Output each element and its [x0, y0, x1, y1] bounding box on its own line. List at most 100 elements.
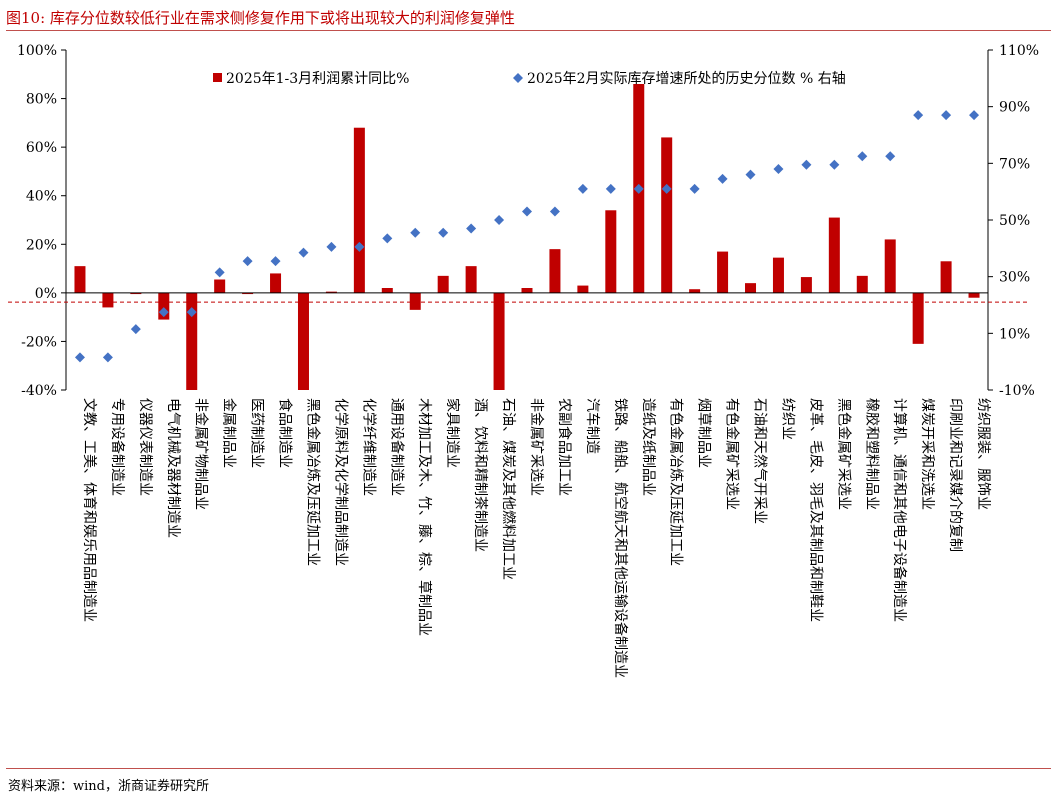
category-label: 烟草制品业 [696, 398, 712, 468]
category-label: 煤炭开采和洗选业 [919, 398, 935, 510]
bar [968, 292, 980, 298]
left-tick-label: 0% [35, 286, 57, 302]
bar [493, 292, 505, 390]
category-label: 食品制造业 [277, 398, 294, 468]
bar [353, 127, 365, 293]
category-label: 石油、煤炭及其他燃料加工业 [500, 398, 517, 580]
category-label: 纺织业 [779, 398, 795, 440]
marker-point [354, 241, 365, 252]
right-tick-label: 70% [999, 156, 1030, 172]
marker-point [969, 110, 980, 121]
footer-divider [6, 768, 1051, 769]
category-label: 木材加工及木、竹、藤、棕、草制品业 [416, 398, 432, 636]
bar [186, 292, 198, 390]
bar [800, 277, 812, 293]
bar [325, 291, 337, 293]
bar [297, 292, 309, 390]
category-label: 纺织服装、服饰业 [975, 398, 991, 510]
bar [521, 288, 533, 293]
left-tick-label: 20% [26, 237, 57, 253]
bar [242, 292, 254, 295]
bar [102, 292, 114, 308]
category-label: 通用设备制造业 [388, 398, 405, 496]
category-label: 酒、饮料和精制茶制造业 [472, 398, 488, 552]
bar [856, 275, 868, 293]
legend-label-bar: 2025年1-3月利润累计同比% [226, 71, 409, 87]
category-label: 农副食品加工业 [556, 398, 573, 496]
category-label: 铁路、船舶、航空航天和其他运输设备制造业 [612, 398, 629, 678]
marker-point [382, 233, 393, 244]
marker-point [74, 352, 85, 363]
bar [130, 292, 142, 295]
legend: 2025年1-3月利润累计同比% 2025年2月实际库存增速所处的历史分位数 %… [213, 71, 846, 87]
marker-point [801, 159, 812, 170]
left-tick-label: 40% [26, 189, 57, 205]
right-tick-label: 50% [999, 213, 1030, 229]
category-label: 医药制造业 [249, 398, 265, 468]
bar [912, 292, 924, 344]
marker-point [326, 241, 337, 252]
category-label: 汽车制造 [584, 398, 601, 454]
marker-point [913, 110, 924, 121]
category-label: 石油和天然气开采业 [752, 398, 769, 524]
marker-point [522, 206, 532, 217]
bar [828, 217, 840, 293]
axes: -40% -20% 0% 20% 40% 60% 80% 100% -10% 10% 30% 50% 7… [17, 43, 1039, 678]
title-bar: 图10: 库存分位数较低行业在需求侧修复作用下或将出现较大的利润修复弹性 [6, 4, 1051, 31]
marker-point [605, 183, 616, 194]
category-label: 造纸及纸制品业 [640, 398, 656, 496]
bar [465, 266, 477, 293]
category-label: 计算机、通信和其他电子设备制造业 [891, 398, 908, 622]
marker-point [829, 159, 840, 170]
bar [605, 210, 617, 293]
category-label: 化学纤维制造业 [360, 398, 376, 496]
marker-point [577, 183, 588, 194]
bar [381, 288, 393, 293]
bar [577, 285, 589, 293]
marker-point [549, 206, 560, 217]
marker-point [466, 223, 477, 234]
right-tick-label: 10% [999, 326, 1030, 342]
bar [661, 137, 673, 293]
category-label: 家具制造业 [444, 398, 461, 468]
bar [158, 292, 170, 320]
marker-point [661, 183, 672, 194]
category-label: 有色金属冶炼及压延加工业 [668, 398, 685, 566]
marker-point [717, 173, 728, 184]
category-label: 金属制品业 [221, 398, 237, 468]
bar [884, 239, 896, 293]
right-tick-label: 90% [999, 100, 1030, 116]
category-label: 电气机械及器材制造业 [165, 398, 181, 538]
left-tick-label: -20% [21, 334, 57, 350]
marker-point [773, 164, 784, 174]
marker-point [689, 183, 700, 194]
marker-point [494, 215, 505, 225]
right-tick-label: -10% [999, 383, 1035, 399]
bar [940, 261, 952, 293]
category-label: 有色金属矿采选业 [724, 398, 741, 510]
bar [745, 283, 757, 293]
category-label: 印刷业和记录媒介的复制 [947, 398, 964, 552]
marker-point [885, 151, 896, 162]
left-tick-label: 100% [17, 43, 57, 59]
marker-point [102, 352, 113, 363]
marker-point [214, 267, 225, 278]
category-label: 仪器仪表制造业 [137, 398, 153, 496]
marker-point [130, 324, 141, 335]
marker-point [438, 227, 449, 238]
source-note: 资料来源：wind，浙商证券研究所 [8, 779, 209, 794]
category-label: 非金属矿采选业 [528, 398, 544, 496]
category-label: 专用设备制造业 [109, 398, 126, 496]
category-label: 黑色金属冶炼及压延加工业 [304, 398, 321, 566]
marker-point [186, 307, 197, 318]
bar [549, 249, 561, 293]
bar [214, 279, 226, 293]
bar [409, 292, 421, 310]
category-label: 文教、工美、体育和娱乐用品制造业 [81, 398, 97, 622]
figure-title: 图10: 库存分位数较低行业在需求侧修复作用下或将出现较大的利润修复弹性 [6, 9, 515, 27]
bar-series [74, 84, 980, 390]
legend-swatch-bar [213, 73, 222, 82]
bar [689, 289, 701, 293]
legend-label-marker: 2025年2月实际库存增速所处的历史分位数 % 右轴 [527, 71, 846, 87]
